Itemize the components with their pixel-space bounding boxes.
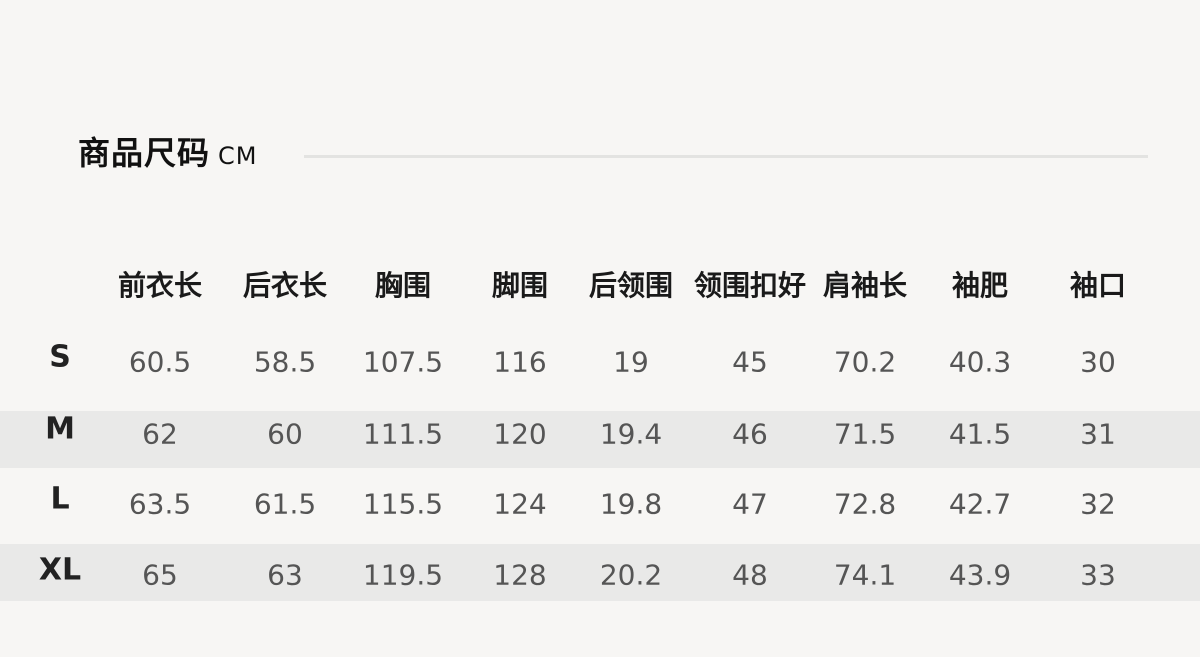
page-title: 商品尺码 CM	[78, 128, 257, 174]
column-header: 袖口	[1069, 269, 1127, 302]
column-header: 领围扣好	[693, 269, 807, 302]
title-text: 商品尺码	[78, 134, 211, 172]
table-cell: 60	[267, 417, 303, 451]
table-cell: 58.5	[253, 345, 317, 379]
table-cell: 111.5	[362, 417, 444, 451]
table-cell: 45	[732, 345, 768, 379]
table-cell: 42.7	[948, 487, 1012, 521]
column-header: 袖肥	[951, 269, 1009, 302]
table-cell: 74.1	[833, 558, 897, 592]
table-cell: 30	[1080, 345, 1116, 379]
table-cell: 41.5	[948, 417, 1012, 451]
size-label: S	[49, 339, 71, 375]
table-cell: 63.5	[128, 487, 192, 521]
table-cell: 47	[732, 487, 768, 521]
table-cell: 31	[1080, 417, 1116, 451]
table-cell: 19.8	[599, 487, 663, 521]
table-cell: 62	[142, 417, 178, 451]
table-cell: 32	[1080, 487, 1116, 521]
table-cell: 33	[1080, 558, 1116, 592]
size-label: M	[45, 411, 75, 447]
column-header: 后领围	[588, 269, 674, 302]
table-cell: 65	[142, 558, 178, 592]
table-cell: 119.5	[362, 558, 444, 592]
table-cell: 43.9	[948, 558, 1012, 592]
table-cell: 115.5	[362, 487, 444, 521]
title-divider	[304, 155, 1148, 158]
table-cell: 19.4	[599, 417, 663, 451]
table-cell: 60.5	[128, 345, 192, 379]
row-stripe	[0, 544, 1200, 601]
table-cell: 71.5	[833, 417, 897, 451]
table-cell: 72.8	[833, 487, 897, 521]
table-cell: 107.5	[362, 345, 444, 379]
size-label: L	[50, 481, 70, 517]
table-cell: 61.5	[253, 487, 317, 521]
table-cell: 116	[493, 345, 547, 379]
table-cell: 20.2	[599, 558, 663, 592]
column-header: 肩袖长	[822, 269, 908, 302]
size-label: XL	[38, 552, 82, 588]
column-header: 后衣长	[242, 269, 328, 302]
table-cell: 48	[732, 558, 768, 592]
table-cell: 124	[493, 487, 547, 521]
table-cell: 40.3	[948, 345, 1012, 379]
table-cell: 128	[493, 558, 547, 592]
table-cell: 46	[732, 417, 768, 451]
table-cell: 19	[613, 345, 649, 379]
column-header: 脚围	[491, 269, 549, 302]
table-cell: 70.2	[833, 345, 897, 379]
table-cell: 120	[493, 417, 547, 451]
unit-label: CM	[218, 142, 258, 170]
row-stripe	[0, 411, 1200, 468]
column-header: 胸围	[374, 269, 432, 302]
table-cell: 63	[267, 558, 303, 592]
column-header: 前衣长	[117, 269, 203, 302]
